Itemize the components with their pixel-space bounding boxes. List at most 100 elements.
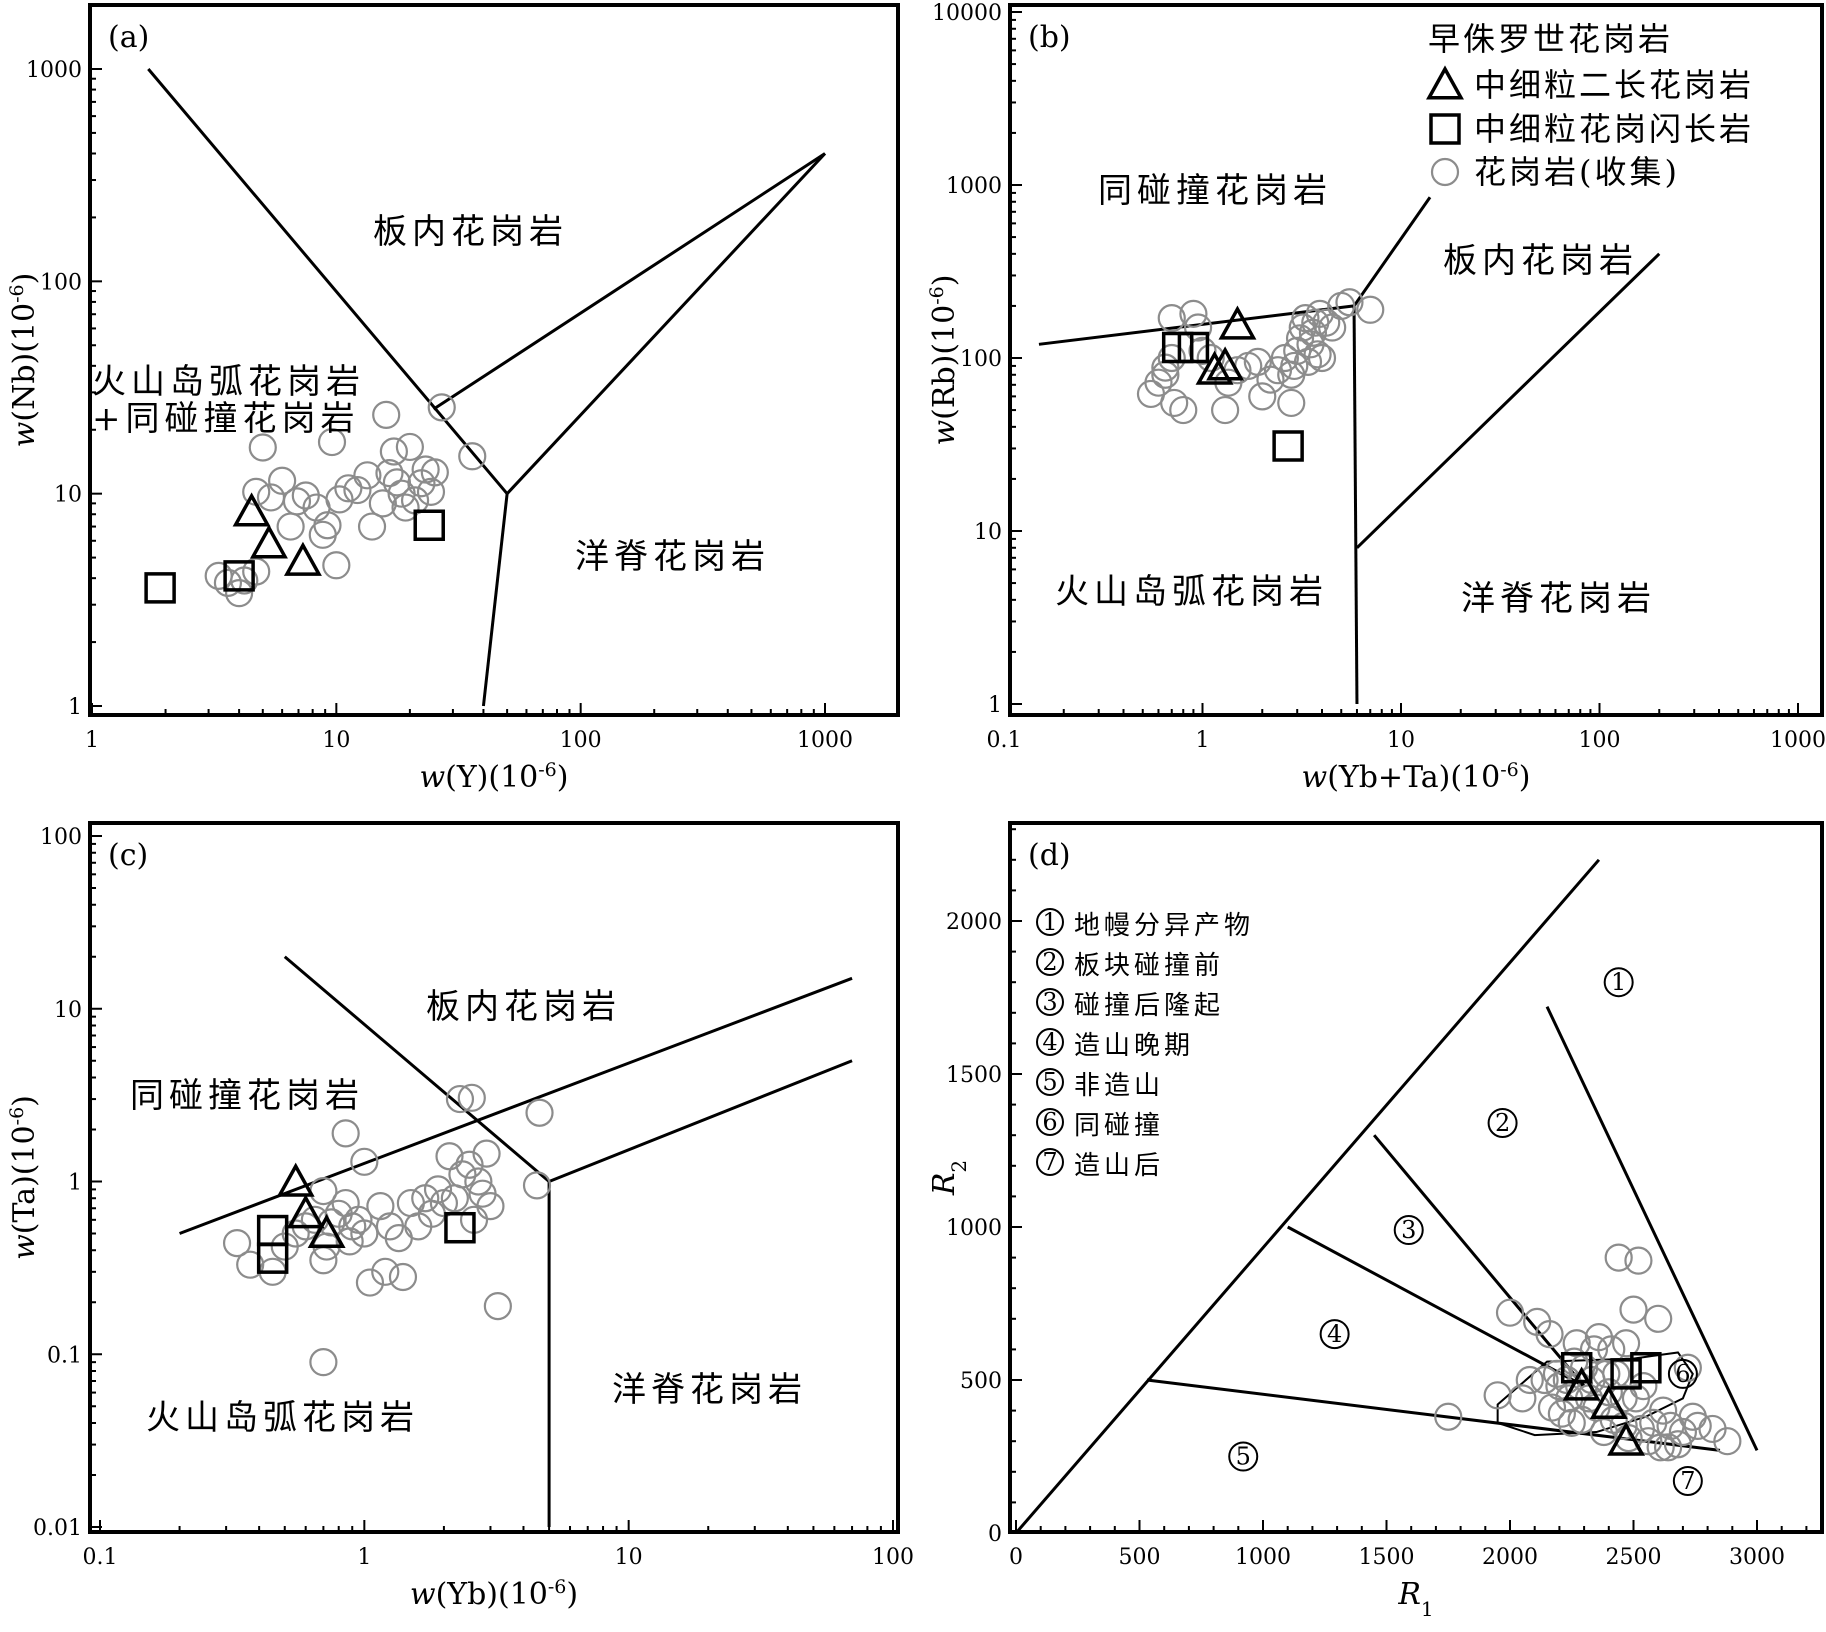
legend-label-1: 中细粒花岗闪长岩 xyxy=(1474,110,1754,148)
circle-point-4 xyxy=(1515,1365,1544,1395)
circle-point-40 xyxy=(1629,1372,1658,1401)
circle-point-7 xyxy=(1535,1319,1564,1349)
axis-label-var: w xyxy=(410,1577,436,1612)
x-tick-label-0: 1 xyxy=(85,728,99,753)
ticks xyxy=(1010,11,1799,715)
legend-num-6: 7 xyxy=(1042,1148,1057,1176)
circle-point-18 xyxy=(1256,365,1285,394)
square-point-2 xyxy=(444,1211,476,1244)
y-tick-label-1: 0.1 xyxy=(47,1343,82,1368)
x-axis-label: w(Yb)(10-6) xyxy=(410,1576,578,1612)
triangle-point-2 xyxy=(1607,1421,1646,1456)
data-points xyxy=(1136,288,1385,462)
y-tick-label-4: 100 xyxy=(40,825,82,850)
triangle-point-1 xyxy=(1206,346,1245,381)
circle-point-0 xyxy=(222,1228,252,1258)
boundary-line-2 xyxy=(179,976,853,1235)
zone-marker-circle-2 xyxy=(1487,1107,1518,1138)
legend-title: 早侏罗世花岗岩 xyxy=(1428,20,1673,58)
zone-marker-circle-5 xyxy=(1228,1441,1259,1472)
x-tick-label-2: 10 xyxy=(1387,728,1415,753)
triangle-point-1 xyxy=(286,1194,325,1229)
region-label-0: 板内花岗岩 xyxy=(426,987,621,1027)
x-tick-label-2: 1000 xyxy=(1235,1545,1291,1570)
triangle-point-1 xyxy=(1589,1384,1628,1420)
axis-label-exp: -6 xyxy=(6,1107,28,1126)
region-label-3: 洋脊花岗岩 xyxy=(575,537,770,577)
circle-point-20 xyxy=(353,461,382,490)
circle-point-15 xyxy=(344,1205,373,1234)
circle-point-22 xyxy=(1579,1335,1609,1364)
circle-point-16 xyxy=(325,485,354,514)
square-point-2 xyxy=(1272,430,1304,462)
circle-point-6 xyxy=(1157,343,1186,373)
y-tick-label-1: 10 xyxy=(54,483,82,508)
circle-point-9 xyxy=(276,512,305,541)
plot-frame xyxy=(88,3,900,717)
axis-label-var: w xyxy=(7,1234,42,1260)
x-tick-label-0: 0 xyxy=(1009,1545,1023,1570)
axis-label-var: R xyxy=(1397,1577,1421,1612)
circle-point-40 xyxy=(457,1083,486,1112)
circle-point-15 xyxy=(317,427,347,457)
y-axis-label: w(Nb)(10-6) xyxy=(6,273,42,448)
region-label-2: 火山岛弧花岗岩 xyxy=(1055,572,1328,612)
zone-marker-circle-3 xyxy=(1393,1215,1424,1246)
triangle-point-0 xyxy=(276,1162,315,1197)
axis-label-close: ) xyxy=(566,1577,578,1612)
y-tick-label-3: 1500 xyxy=(946,1063,1002,1088)
axis-label-text: (Ta)(10 xyxy=(7,1125,42,1234)
circle-point-39 xyxy=(445,1084,475,1114)
region-label-3: 洋脊花岗岩 xyxy=(612,1370,807,1410)
y-tick-label-2: 100 xyxy=(960,347,1002,372)
x-tick-label-3: 100 xyxy=(1579,728,1621,753)
legend-num-5: 6 xyxy=(1042,1108,1057,1136)
zone-marker-4: 4 xyxy=(1327,1320,1342,1348)
x-tick-label-0: 0.1 xyxy=(83,1545,118,1570)
region-label-3: 洋脊花岗岩 xyxy=(1461,579,1656,619)
axis-label-exp: -6 xyxy=(1500,759,1519,781)
y-tick-label-0: 0.01 xyxy=(33,1516,82,1541)
legend-num-0: 1 xyxy=(1042,908,1057,936)
circle-point-22 xyxy=(384,1224,413,1253)
circle-point-34 xyxy=(420,458,449,487)
y-tick-label-4: 2000 xyxy=(946,910,1002,935)
circle-point-38 xyxy=(1624,1246,1653,1275)
circle-point-11 xyxy=(1547,1399,1576,1428)
circle-point-3 xyxy=(1508,1384,1537,1413)
panel-label: (a) xyxy=(108,20,149,55)
square-point-legend xyxy=(1429,113,1461,145)
circle-point-23 xyxy=(372,400,401,429)
circle-point-8 xyxy=(1179,299,1208,328)
axis-label-var: w xyxy=(927,420,962,446)
data-points xyxy=(222,1083,554,1377)
legend-d-label-2: 碰撞后隆起 xyxy=(1074,991,1224,1021)
circle-point-25 xyxy=(379,437,408,466)
x-tick-label-1: 1 xyxy=(357,1545,371,1570)
axis-label-close: ) xyxy=(927,275,962,287)
circle-point-7 xyxy=(1157,304,1186,333)
square-point-1 xyxy=(1177,331,1210,364)
circle-point-21 xyxy=(1277,388,1306,418)
x-tick-label-3: 1500 xyxy=(1359,1545,1415,1570)
x-tick-label-1: 1 xyxy=(1196,728,1210,753)
axis-label-text: (Nb)(10 xyxy=(7,303,42,422)
legend-num-1: 2 xyxy=(1042,948,1057,976)
y-axis-label: R2 xyxy=(927,1160,971,1196)
circle-point-22 xyxy=(368,489,397,518)
circle-point-36 xyxy=(458,442,487,471)
circle-point-42 xyxy=(522,1171,552,1200)
plot-frame xyxy=(1008,3,1824,717)
circle-point-23 xyxy=(388,1262,418,1292)
ticks xyxy=(90,835,894,1532)
circle-point-44 xyxy=(309,1348,338,1377)
region-label-2: +同碰撞花岗岩 xyxy=(92,399,360,439)
x-tick-label-2: 10 xyxy=(615,1545,643,1570)
zone-marker-1: 1 xyxy=(1611,968,1626,996)
circle-point-19 xyxy=(343,475,372,505)
circle-point-36 xyxy=(1619,1295,1648,1324)
boundary-line-2 xyxy=(1372,1134,1586,1388)
boundary-line-3 xyxy=(1286,1225,1585,1388)
boundary-lines xyxy=(1038,196,1661,705)
y-tick-label-1: 10 xyxy=(974,520,1002,545)
